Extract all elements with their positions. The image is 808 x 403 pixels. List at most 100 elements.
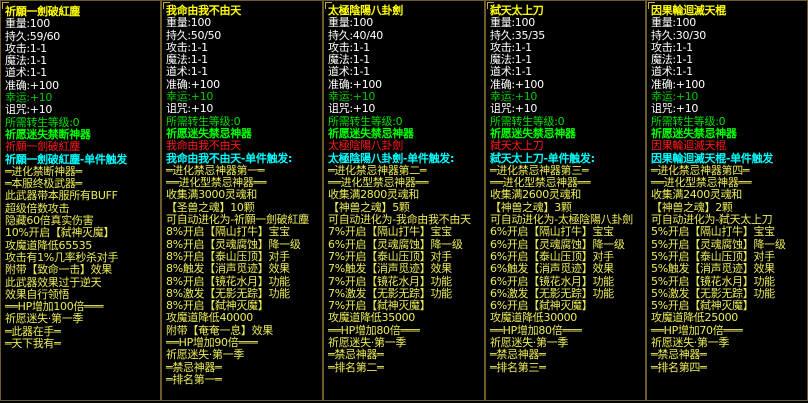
tooltip-line: 重量:100 bbox=[5, 17, 50, 31]
tooltip-line: 太極陰陽八卦劍-单件触发: bbox=[328, 151, 455, 165]
tooltip-content: 弑天太上刀 重量:100 持久:35/35 攻击:1-1 魔法:1-1 道术:1-1 准确:… bbox=[490, 4, 645, 374]
tooltip-line: 祈愿迷失禁忌神器 bbox=[166, 126, 252, 140]
tooltip-line: ══HP增加80倍═══ bbox=[328, 323, 420, 337]
tooltip-line: ═禁忌神器═ bbox=[166, 360, 222, 374]
tooltip-line: 7%激发【无影无踪】功能 bbox=[328, 286, 452, 300]
tooltip-line: 弑天太上刀 bbox=[490, 139, 544, 153]
tooltip-content: 因果輪迴滅天棍 重量:100 持久:30/30 攻击:1-1 魔法:1-1 道术:1-1 准… bbox=[651, 4, 807, 374]
tooltip-line: 魔法:1-1 bbox=[651, 53, 693, 67]
tooltip-line: ══HP增加100倍═══ bbox=[5, 300, 104, 314]
item-name: 弑天太上刀 bbox=[490, 4, 544, 17]
tooltip-line: 【神兽之魂】3颗 bbox=[490, 200, 572, 214]
tooltip-line: 道术:1-1 bbox=[328, 65, 370, 79]
tooltip-line: ═进化禁断神器═ bbox=[5, 164, 82, 178]
tooltip-line: 收集满2400灵魂和 bbox=[651, 188, 742, 202]
tooltip-line: ══HP增加80倍═══ bbox=[490, 323, 582, 337]
tooltip-line: 幸运:+10 bbox=[5, 91, 53, 105]
tooltip-line: 收集满2800灵魂和 bbox=[328, 188, 419, 202]
tooltip-line: 祈愿迷失·第一季 bbox=[490, 336, 569, 350]
tooltip-line: ═进化禁忌神器第三═ bbox=[490, 163, 589, 177]
tooltip-line: 8%激发【无影无踪】功能 bbox=[166, 286, 290, 300]
tooltip-line: ═天下我有═ bbox=[5, 337, 61, 351]
tooltip-line: 祈愿迷失禁断神器 bbox=[5, 127, 91, 141]
tooltip-line: ═排名第二═ bbox=[328, 360, 384, 374]
tooltip-line: 攻击:1-1 bbox=[328, 40, 370, 54]
tooltip-line: 8%开启【弑神灭魔】 bbox=[166, 299, 269, 313]
tooltip-line: 祈願一劍破紅塵 bbox=[5, 140, 80, 154]
tooltip-line: ═禁忌神器═ bbox=[490, 348, 546, 362]
tooltip-line: 5%激发【无影无踪】功能 bbox=[651, 286, 775, 300]
tooltip-line: 攻魔道降低35000 bbox=[328, 311, 415, 325]
tooltip-line: 攻击:1-1 bbox=[490, 40, 532, 54]
tooltip-line: 持久:30/30 bbox=[651, 28, 707, 42]
tooltip-line: 魔法:1-1 bbox=[328, 53, 370, 67]
tooltip-line: 所需转生等级:0 bbox=[651, 114, 726, 128]
tooltip-content: 太極陰陽八卦劍 重量:100 持久:40/40 攻击:1-1 魔法:1-1 道术:1-1 准… bbox=[328, 4, 484, 374]
tooltip-line: 5%开启【泰山压顶】对手 bbox=[651, 249, 775, 263]
tooltip-line: 祈愿迷失·第一季 bbox=[651, 336, 730, 350]
item-name: 祈願一劍破紅塵 bbox=[5, 5, 80, 18]
tooltip-line: 祈愿迷失·第一季 bbox=[166, 348, 245, 362]
tooltip-line: 持久:35/35 bbox=[490, 28, 546, 42]
tooltip-line: 【圣兽之魂】10颗 bbox=[166, 200, 255, 214]
tooltip-line: 祈愿迷失·第一季 bbox=[5, 312, 84, 326]
tooltip-line: 7%开启【泰山压顶】对手 bbox=[328, 249, 452, 263]
tooltip-line: 我命由我不由天-单件触发: bbox=[166, 151, 293, 165]
tooltip-line: 道术:1-1 bbox=[5, 66, 47, 80]
tooltip-line: 攻击有1%几率秒杀对手 bbox=[5, 250, 119, 264]
tooltip-line: 准确:+100 bbox=[328, 77, 382, 91]
tooltip-line: 可自动进化为-祈願一劍破紅塵 bbox=[166, 213, 309, 227]
tooltip-line: ═进化禁忌神器第一═ bbox=[166, 163, 265, 177]
tooltip-line: 持久:50/50 bbox=[166, 28, 222, 42]
tooltip-line: 7%开启【隔山打牛】宝宝 bbox=[328, 225, 452, 239]
tooltip-line: 6%开启【灵魂腐蚀】降一级 bbox=[490, 237, 625, 251]
tooltip-line: 攻魔道降低65535 bbox=[5, 238, 92, 252]
tooltip-line: 持久:59/60 bbox=[5, 29, 61, 43]
tooltip-line: ══进化型禁忌神器══ bbox=[651, 176, 752, 190]
tooltip-line: 祈愿迷失禁忌神器 bbox=[328, 126, 414, 140]
tooltip-line: ═禁忌神器═ bbox=[328, 348, 384, 362]
tooltip-line: 隐藏60倍真实伤害 bbox=[5, 214, 94, 228]
tooltip-line: ══HP增加70倍═══ bbox=[651, 323, 743, 337]
item-tooltip-panel: 因果輪迴滅天棍 重量:100 持久:30/30 攻击:1-1 魔法:1-1 道术:1-1 准… bbox=[646, 0, 808, 401]
item-tooltip-panel: 祈願一劍破紅塵 重量:100 持久:59/60 攻击:1-1 魔法:1-1 道术:1-1 准… bbox=[0, 0, 161, 401]
tooltip-line: 5%开启【灵魂腐蚀】降一级 bbox=[651, 237, 786, 251]
tooltip-line: 可自动进化为-太極陰陽八卦劍 bbox=[490, 213, 633, 227]
tooltip-line: ═排名第一═ bbox=[166, 372, 222, 386]
tooltip-content: 祈願一劍破紅塵 重量:100 持久:59/60 攻击:1-1 魔法:1-1 道术:1-1 准… bbox=[5, 5, 160, 351]
tooltip-line: 道术:1-1 bbox=[651, 65, 693, 79]
tooltip-line: 8%开启【隔山打牛】宝宝 bbox=[166, 225, 290, 239]
tooltip-content: 我命由我不由天 重量:100 持久:50/50 攻击:1-1 魔法:1-1 道术:1-1 准… bbox=[166, 4, 322, 386]
tooltip-line: 可自动进化为-弑天太上刀 bbox=[651, 213, 773, 227]
tooltip-line: 攻魔道降低30000 bbox=[490, 311, 577, 325]
item-name: 因果輪迴滅天棍 bbox=[651, 4, 726, 17]
tooltip-line: 准确:+100 bbox=[651, 77, 705, 91]
tooltip-line: 所需转生等级:0 bbox=[328, 114, 403, 128]
tooltip-line: 攻魔道降低40000 bbox=[166, 311, 253, 325]
tooltip-line: 诅咒:+10 bbox=[5, 103, 53, 117]
tooltip-line: 超级倍数攻击 bbox=[5, 201, 70, 215]
tooltip-line: 8%开启【镜花水月】功能 bbox=[166, 274, 290, 288]
tooltip-line: 诅咒:+10 bbox=[166, 102, 214, 116]
item-name: 太極陰陽八卦劍 bbox=[328, 4, 403, 17]
tooltip-line: ═排名第四═ bbox=[651, 360, 707, 374]
tooltip-line: 收集满2600灵魂和 bbox=[490, 188, 581, 202]
tooltip-line: 5%开启【隔山打牛】宝宝 bbox=[651, 225, 775, 239]
tooltip-line: 6%开启【灵魂腐蚀】降一级 bbox=[328, 237, 463, 251]
tooltip-line: 持久:40/40 bbox=[328, 28, 384, 42]
tooltip-line: 7%开启【镜花水月】功能 bbox=[328, 274, 452, 288]
tooltip-line: 5%触发【消声觅迹】效果 bbox=[651, 262, 775, 276]
tooltip-line: 祈愿迷失·第一季 bbox=[328, 336, 407, 350]
tooltip-line: ═禁忌神器═ bbox=[651, 348, 707, 362]
tooltip-line: ══进化型禁忌神器══ bbox=[328, 176, 429, 190]
tooltip-line: 5%开启【弑神灭魔】 bbox=[651, 299, 754, 313]
tooltip-line: 因果輪迴滅天棍-单件触发 bbox=[651, 151, 773, 165]
tooltip-line: 所需转生等级:0 bbox=[166, 114, 241, 128]
item-tooltip-panel: 太極陰陽八卦劍 重量:100 持久:40/40 攻击:1-1 魔法:1-1 道术:1-1 准… bbox=[323, 0, 485, 401]
tooltip-line: 8%开启【泰山压顶】对手 bbox=[166, 249, 290, 263]
tooltip-line: 6%开启【隔山打牛】宝宝 bbox=[490, 225, 614, 239]
tooltip-line: 6%开启【弑神灭魔】 bbox=[490, 299, 593, 313]
tooltip-line: 7%触发【消声觅迹】效果 bbox=[328, 262, 452, 276]
tooltip-line: 6%激发【无影无踪】功能 bbox=[490, 286, 614, 300]
tooltip-line: 祈願一劍破紅塵-单件触发 bbox=[5, 152, 127, 166]
